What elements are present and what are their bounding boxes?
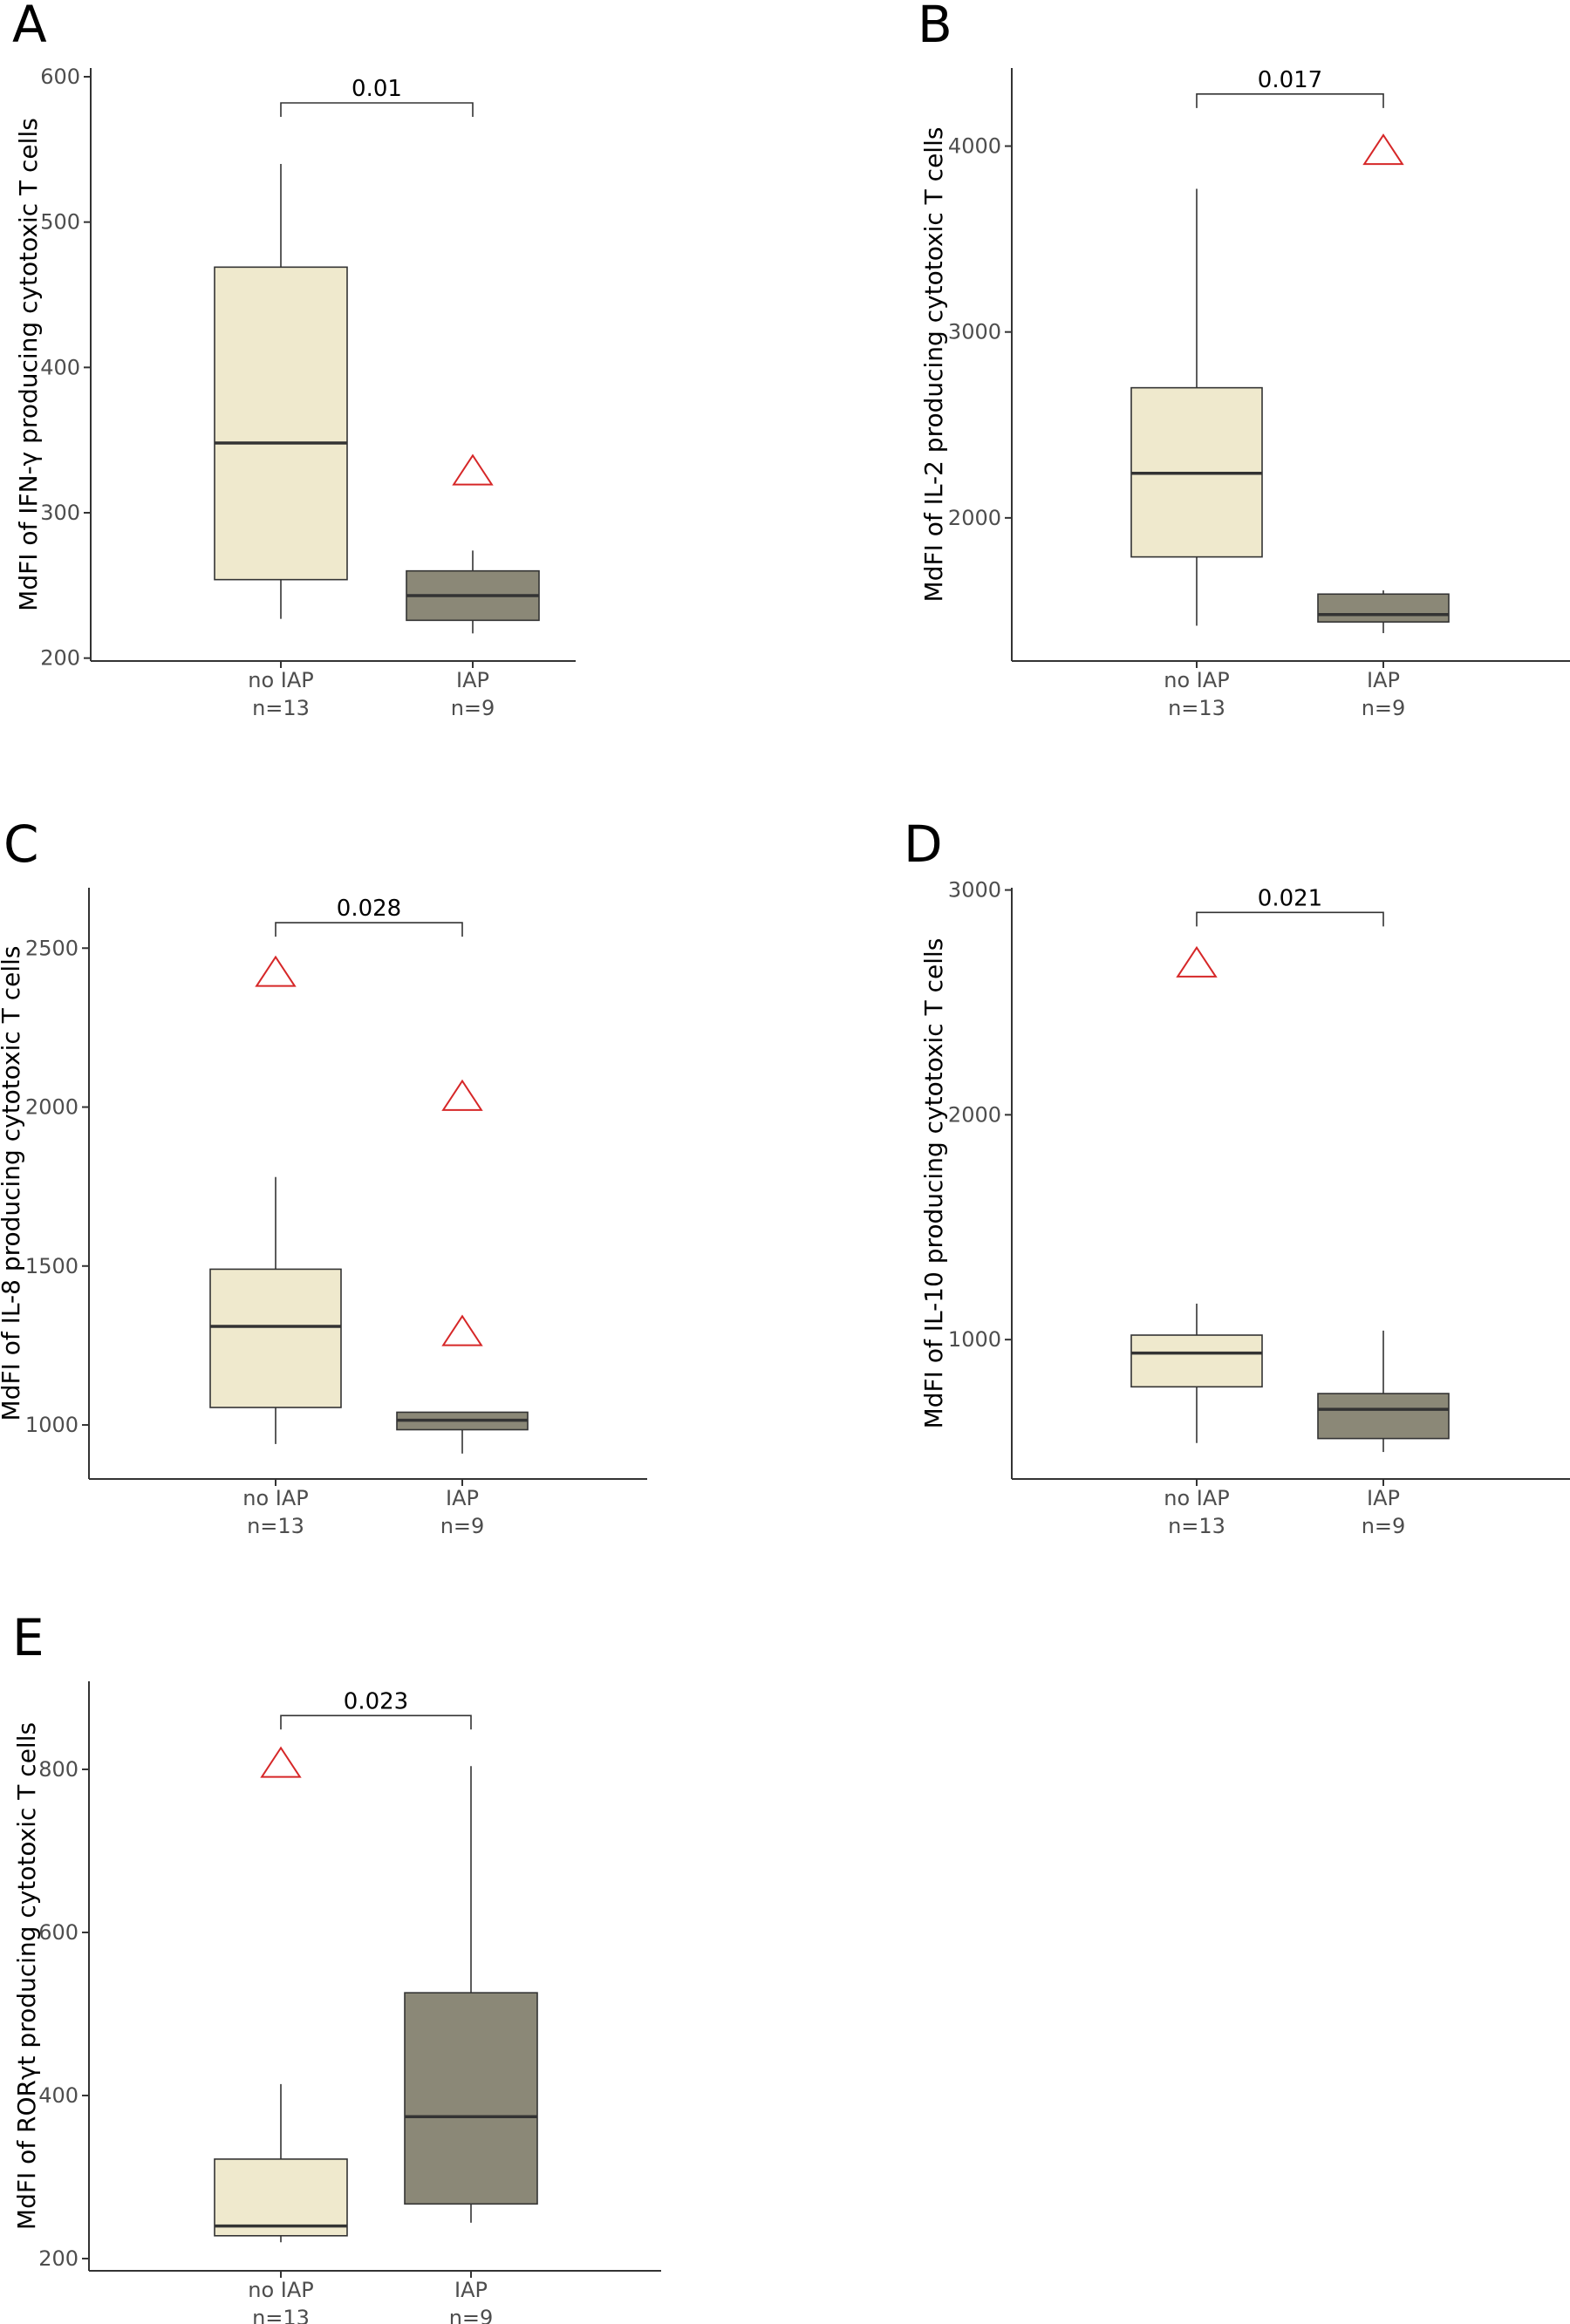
box-iap bbox=[396, 1079, 529, 1454]
y-tick-label: 3000 bbox=[948, 878, 1001, 903]
x-tick-n-label: n=9 bbox=[451, 696, 495, 720]
y-axis-label: MdFI of IL-8 producing cytotoxic T cells bbox=[0, 946, 25, 1421]
p-value-label: 0.017 bbox=[1258, 67, 1322, 93]
box-iqr bbox=[1317, 1393, 1450, 1440]
x-tick-label: IAP bbox=[454, 2278, 488, 2302]
outlier-point bbox=[452, 453, 494, 486]
significance-bracket bbox=[1196, 911, 1384, 927]
y-tick-label: 2000 bbox=[948, 1102, 1001, 1127]
y-tick-label: 200 bbox=[40, 646, 80, 671]
box-iqr bbox=[1317, 593, 1450, 624]
box-no-iap bbox=[1130, 945, 1263, 1443]
p-value-label: 0.023 bbox=[344, 1688, 408, 1714]
x-tick-n-label: n=13 bbox=[1168, 1514, 1225, 1538]
x-tick-label: no IAP bbox=[1164, 1486, 1230, 1510]
x-tick-n-label: n=13 bbox=[1168, 696, 1225, 720]
panel-letter: E bbox=[12, 1608, 44, 1667]
x-tick-n-label: n=9 bbox=[1362, 1514, 1406, 1538]
y-tick-label: 800 bbox=[38, 1757, 78, 1782]
box-iap bbox=[404, 1766, 538, 2223]
y-tick-label: 2000 bbox=[25, 1095, 78, 1120]
panel-letter: C bbox=[3, 814, 39, 874]
box-iap bbox=[1317, 1330, 1450, 1453]
x-tick-n-label: n=13 bbox=[247, 1514, 304, 1538]
box-iqr bbox=[1130, 1334, 1263, 1388]
panel-letter: A bbox=[12, 0, 47, 54]
box-iqr bbox=[404, 1992, 538, 2205]
x-tick-n-label: n=13 bbox=[252, 696, 310, 720]
p-value-label: 0.01 bbox=[352, 76, 402, 102]
p-value-label: 0.028 bbox=[337, 896, 401, 922]
y-tick-label: 300 bbox=[40, 501, 80, 525]
box-iqr bbox=[214, 266, 348, 581]
significance-bracket bbox=[280, 1714, 472, 1730]
p-value-label: 0.021 bbox=[1258, 885, 1322, 911]
panel-d: D 1000 2000 3000 MdFI of IL-10 producing cyt… bbox=[904, 814, 1570, 1538]
x-tick-n-label: n=9 bbox=[1362, 696, 1406, 720]
box-no-iap bbox=[214, 1746, 348, 2243]
significance-bracket bbox=[280, 102, 474, 117]
outlier-point bbox=[1176, 945, 1218, 978]
y-tick-label: 2500 bbox=[25, 936, 78, 960]
outlier-point bbox=[441, 1314, 483, 1346]
y-tick-label: 1000 bbox=[25, 1413, 78, 1437]
x-tick-label: no IAP bbox=[1164, 668, 1230, 692]
y-tick-label: 600 bbox=[38, 1920, 78, 1945]
panel-letter: B bbox=[918, 0, 952, 54]
y-axis-label: MdFI of IL-2 producing cytotoxic T cells bbox=[919, 127, 948, 603]
y-tick-label: 600 bbox=[40, 65, 80, 89]
y-axis-label: MdFI of IFN-γ producing cytotoxic T cell… bbox=[14, 118, 43, 611]
panel-a: A 200 300 400 500 600 MdFI of IFN-γ producing … bbox=[12, 0, 576, 720]
outlier-point bbox=[1362, 133, 1404, 166]
x-tick-label: no IAP bbox=[242, 1486, 309, 1510]
y-tick-label: 400 bbox=[40, 355, 80, 379]
box-no-iap bbox=[209, 955, 342, 1444]
x-tick-label: IAP bbox=[456, 668, 489, 692]
y-tick-label: 500 bbox=[40, 210, 80, 235]
outlier-point bbox=[260, 1746, 302, 1778]
panel-letter: D bbox=[904, 814, 943, 874]
x-tick-label: IAP bbox=[1367, 1486, 1400, 1510]
x-tick-label: no IAP bbox=[248, 2278, 314, 2302]
y-tick-label: 3000 bbox=[948, 320, 1001, 344]
y-tick-label: 200 bbox=[38, 2246, 78, 2271]
y-tick-label: 1000 bbox=[948, 1327, 1001, 1352]
significance-bracket bbox=[275, 922, 463, 937]
y-tick-label: 400 bbox=[38, 2083, 78, 2108]
outlier-point bbox=[441, 1079, 483, 1111]
box-iqr bbox=[209, 1268, 342, 1408]
x-tick-n-label: n=9 bbox=[440, 1514, 485, 1538]
x-tick-n-label: n=9 bbox=[449, 2306, 494, 2324]
box-iap bbox=[406, 453, 540, 634]
x-tick-label: IAP bbox=[446, 1486, 479, 1510]
x-tick-n-label: n=13 bbox=[252, 2306, 310, 2324]
box-iqr bbox=[214, 2158, 348, 2237]
y-axis-label: MdFI of IL-10 producing cytotoxic T cell… bbox=[919, 938, 948, 1429]
y-axis-label: MdFI of RORγt producing cytotoxic T cell… bbox=[12, 1722, 41, 2230]
x-tick-label: IAP bbox=[1367, 668, 1400, 692]
box-no-iap bbox=[214, 164, 348, 619]
outlier-point bbox=[255, 955, 297, 987]
y-tick-label: 4000 bbox=[948, 134, 1001, 159]
box-no-iap bbox=[1130, 188, 1263, 626]
box-iap bbox=[1317, 133, 1450, 634]
x-tick-label: no IAP bbox=[248, 668, 314, 692]
y-tick-label: 2000 bbox=[948, 506, 1001, 530]
y-tick-label: 1500 bbox=[25, 1254, 78, 1278]
significance-bracket bbox=[1196, 93, 1384, 108]
